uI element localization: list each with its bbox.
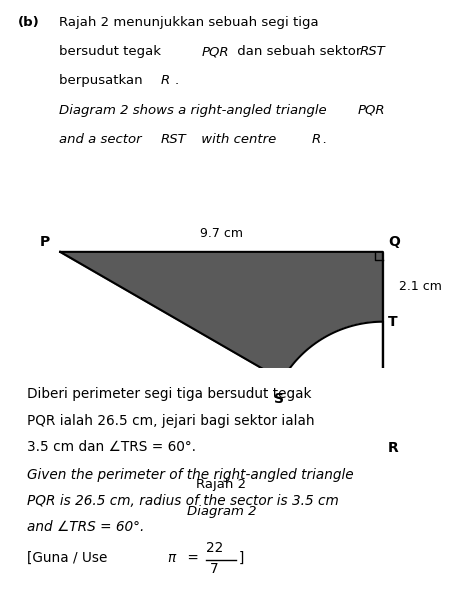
Text: berpusatkan: berpusatkan	[59, 74, 147, 87]
Text: 2.1 cm: 2.1 cm	[400, 280, 442, 293]
Text: PQR is 26.5 cm, radius of the sector is 3.5 cm: PQR is 26.5 cm, radius of the sector is …	[27, 494, 339, 508]
Text: R: R	[312, 133, 321, 146]
Text: Diagram 2 shows a right-angled triangle: Diagram 2 shows a right-angled triangle	[59, 104, 331, 117]
Text: Rajah 2 menunjukkan sebuah segi tiga: Rajah 2 menunjukkan sebuah segi tiga	[59, 16, 318, 29]
Text: Diagram 2: Diagram 2	[187, 505, 256, 517]
Text: Diberi perimeter segi tiga bersudut tegak: Diberi perimeter segi tiga bersudut tega…	[27, 387, 312, 402]
Text: T: T	[388, 315, 397, 328]
Text: 3.5 cm dan ∠TRS = 60°.: 3.5 cm dan ∠TRS = 60°.	[27, 440, 196, 454]
Text: dan sebuah sektor: dan sebuah sektor	[233, 45, 366, 58]
Text: PQR ialah 26.5 cm, jejari bagi sektor ialah: PQR ialah 26.5 cm, jejari bagi sektor ia…	[27, 414, 315, 428]
Text: RST: RST	[360, 45, 386, 58]
Text: π: π	[168, 551, 176, 565]
Text: and ∠TRS = 60°.: and ∠TRS = 60°.	[27, 520, 145, 535]
Text: Q: Q	[388, 235, 400, 248]
Text: .: .	[174, 74, 178, 87]
Text: R: R	[388, 441, 399, 456]
Text: bersudut tegak: bersudut tegak	[59, 45, 165, 58]
Text: 7: 7	[210, 562, 218, 576]
Text: =: =	[183, 551, 204, 565]
Text: 9.7 cm: 9.7 cm	[200, 228, 243, 240]
Text: RST: RST	[161, 133, 187, 146]
Text: and a sector: and a sector	[59, 133, 146, 146]
Text: Given the perimeter of the right-angled triangle: Given the perimeter of the right-angled …	[27, 467, 354, 482]
Text: PQR: PQR	[202, 45, 229, 58]
Text: 22: 22	[206, 541, 223, 555]
Text: PQR: PQR	[358, 104, 386, 117]
Text: ]: ]	[239, 551, 244, 565]
Text: with centre: with centre	[197, 133, 280, 146]
Text: S: S	[274, 391, 284, 406]
Text: [Guna / Use: [Guna / Use	[27, 551, 112, 565]
Text: Rajah 2: Rajah 2	[197, 478, 246, 491]
Text: P: P	[40, 235, 50, 248]
Text: R: R	[161, 74, 170, 87]
Text: (b): (b)	[18, 16, 40, 29]
Polygon shape	[282, 322, 383, 438]
Text: .: .	[323, 133, 327, 146]
Polygon shape	[60, 252, 383, 438]
